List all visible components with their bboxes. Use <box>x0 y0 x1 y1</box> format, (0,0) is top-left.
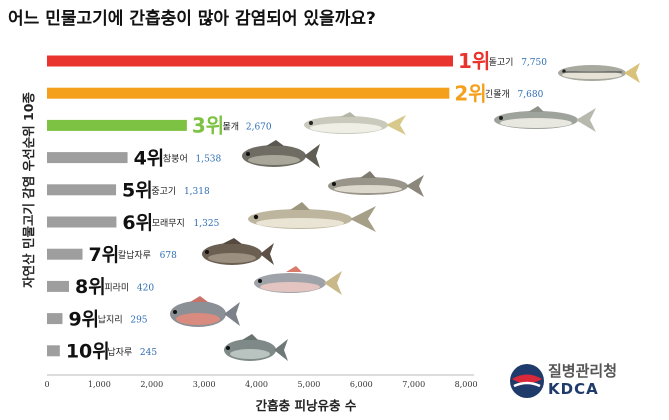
kdca-abbreviation: KDCA <box>548 380 599 398</box>
bar <box>47 55 453 67</box>
rank-label: 5위 <box>122 180 153 202</box>
fish-name-label: 모래무지 <box>152 218 185 229</box>
value-label: 7,750 <box>521 58 547 68</box>
value-label: 678 <box>160 251 177 261</box>
fish-name-label: 칼납자루 <box>118 250 151 261</box>
x-tick-label: 5,000 <box>297 380 320 389</box>
x-tick-label: 8,000 <box>455 380 478 389</box>
rank-label: 9위 <box>68 308 99 330</box>
bar <box>47 345 60 357</box>
rank-label: 10위 <box>66 341 110 363</box>
bar <box>47 248 83 260</box>
x-tick-label: 6,000 <box>350 380 373 389</box>
x-tick-label: 3,000 <box>193 380 216 389</box>
kdca-org-name: 질병관리청 <box>548 362 618 380</box>
x-axis-label: 간흡충 피낭유충 수 <box>255 398 357 413</box>
bar <box>47 313 63 325</box>
fish-name-label: 중고기 <box>151 186 176 197</box>
fish-name-label: 납지리 <box>98 315 123 326</box>
bar <box>47 184 117 196</box>
value-label: 1,318 <box>184 187 210 197</box>
rank-label: 2위 <box>454 81 486 105</box>
value-label: 420 <box>137 283 154 293</box>
fish-illustration-5 <box>328 171 424 197</box>
x-tick-label: 7,000 <box>402 380 425 389</box>
bar <box>47 216 117 228</box>
value-label: 245 <box>140 348 157 358</box>
x-tick-label: 2,000 <box>140 380 163 389</box>
fish-illustration-1 <box>558 63 640 83</box>
x-tick-label: 0 <box>44 380 49 389</box>
bar <box>47 87 450 99</box>
kdca-emblem-icon <box>510 364 544 398</box>
fish-illustration-10 <box>224 334 288 361</box>
fish-name-label: 돌고기 <box>489 57 514 68</box>
fish-illustration-2 <box>494 106 596 132</box>
value-label: 295 <box>130 316 147 326</box>
fish-name-label: 긴몰개 <box>485 89 510 100</box>
rank-label: 7위 <box>89 244 120 266</box>
fish-name-label: 피라미 <box>104 282 129 293</box>
rank-label: 1위 <box>458 49 490 73</box>
fish-name-label: 참붕어 <box>163 154 188 165</box>
fish-name-label: 납자루 <box>107 347 132 358</box>
fish-illustration-8 <box>254 266 342 295</box>
bar <box>47 280 70 292</box>
value-label: 1,538 <box>195 155 221 165</box>
fish-illustration-7 <box>202 238 274 265</box>
chart-title: 어느 민물고기에 간흡충이 많아 감염되어 있을까요? <box>8 9 376 29</box>
rank-label: 8위 <box>75 276 106 298</box>
x-tick-label: 1,000 <box>88 380 111 389</box>
fish-illustration-6 <box>248 202 376 232</box>
rank-label: 4위 <box>134 147 165 169</box>
bar <box>47 152 128 164</box>
fish-illustration-4 <box>242 140 320 168</box>
rank-label: 3위 <box>192 114 224 138</box>
value-label: 7,680 <box>518 90 544 100</box>
bar <box>47 119 187 131</box>
x-tick-label: 4,000 <box>245 380 268 389</box>
fish-illustration-3 <box>304 112 406 135</box>
rank-label: 6위 <box>122 212 153 234</box>
value-label: 2,670 <box>246 122 272 132</box>
fish-name-label: 몰개 <box>222 121 239 132</box>
value-label: 1,325 <box>194 219 220 229</box>
kdca-logo: 질병관리청 KDCA <box>502 356 652 406</box>
fish-illustration-9 <box>170 296 240 327</box>
